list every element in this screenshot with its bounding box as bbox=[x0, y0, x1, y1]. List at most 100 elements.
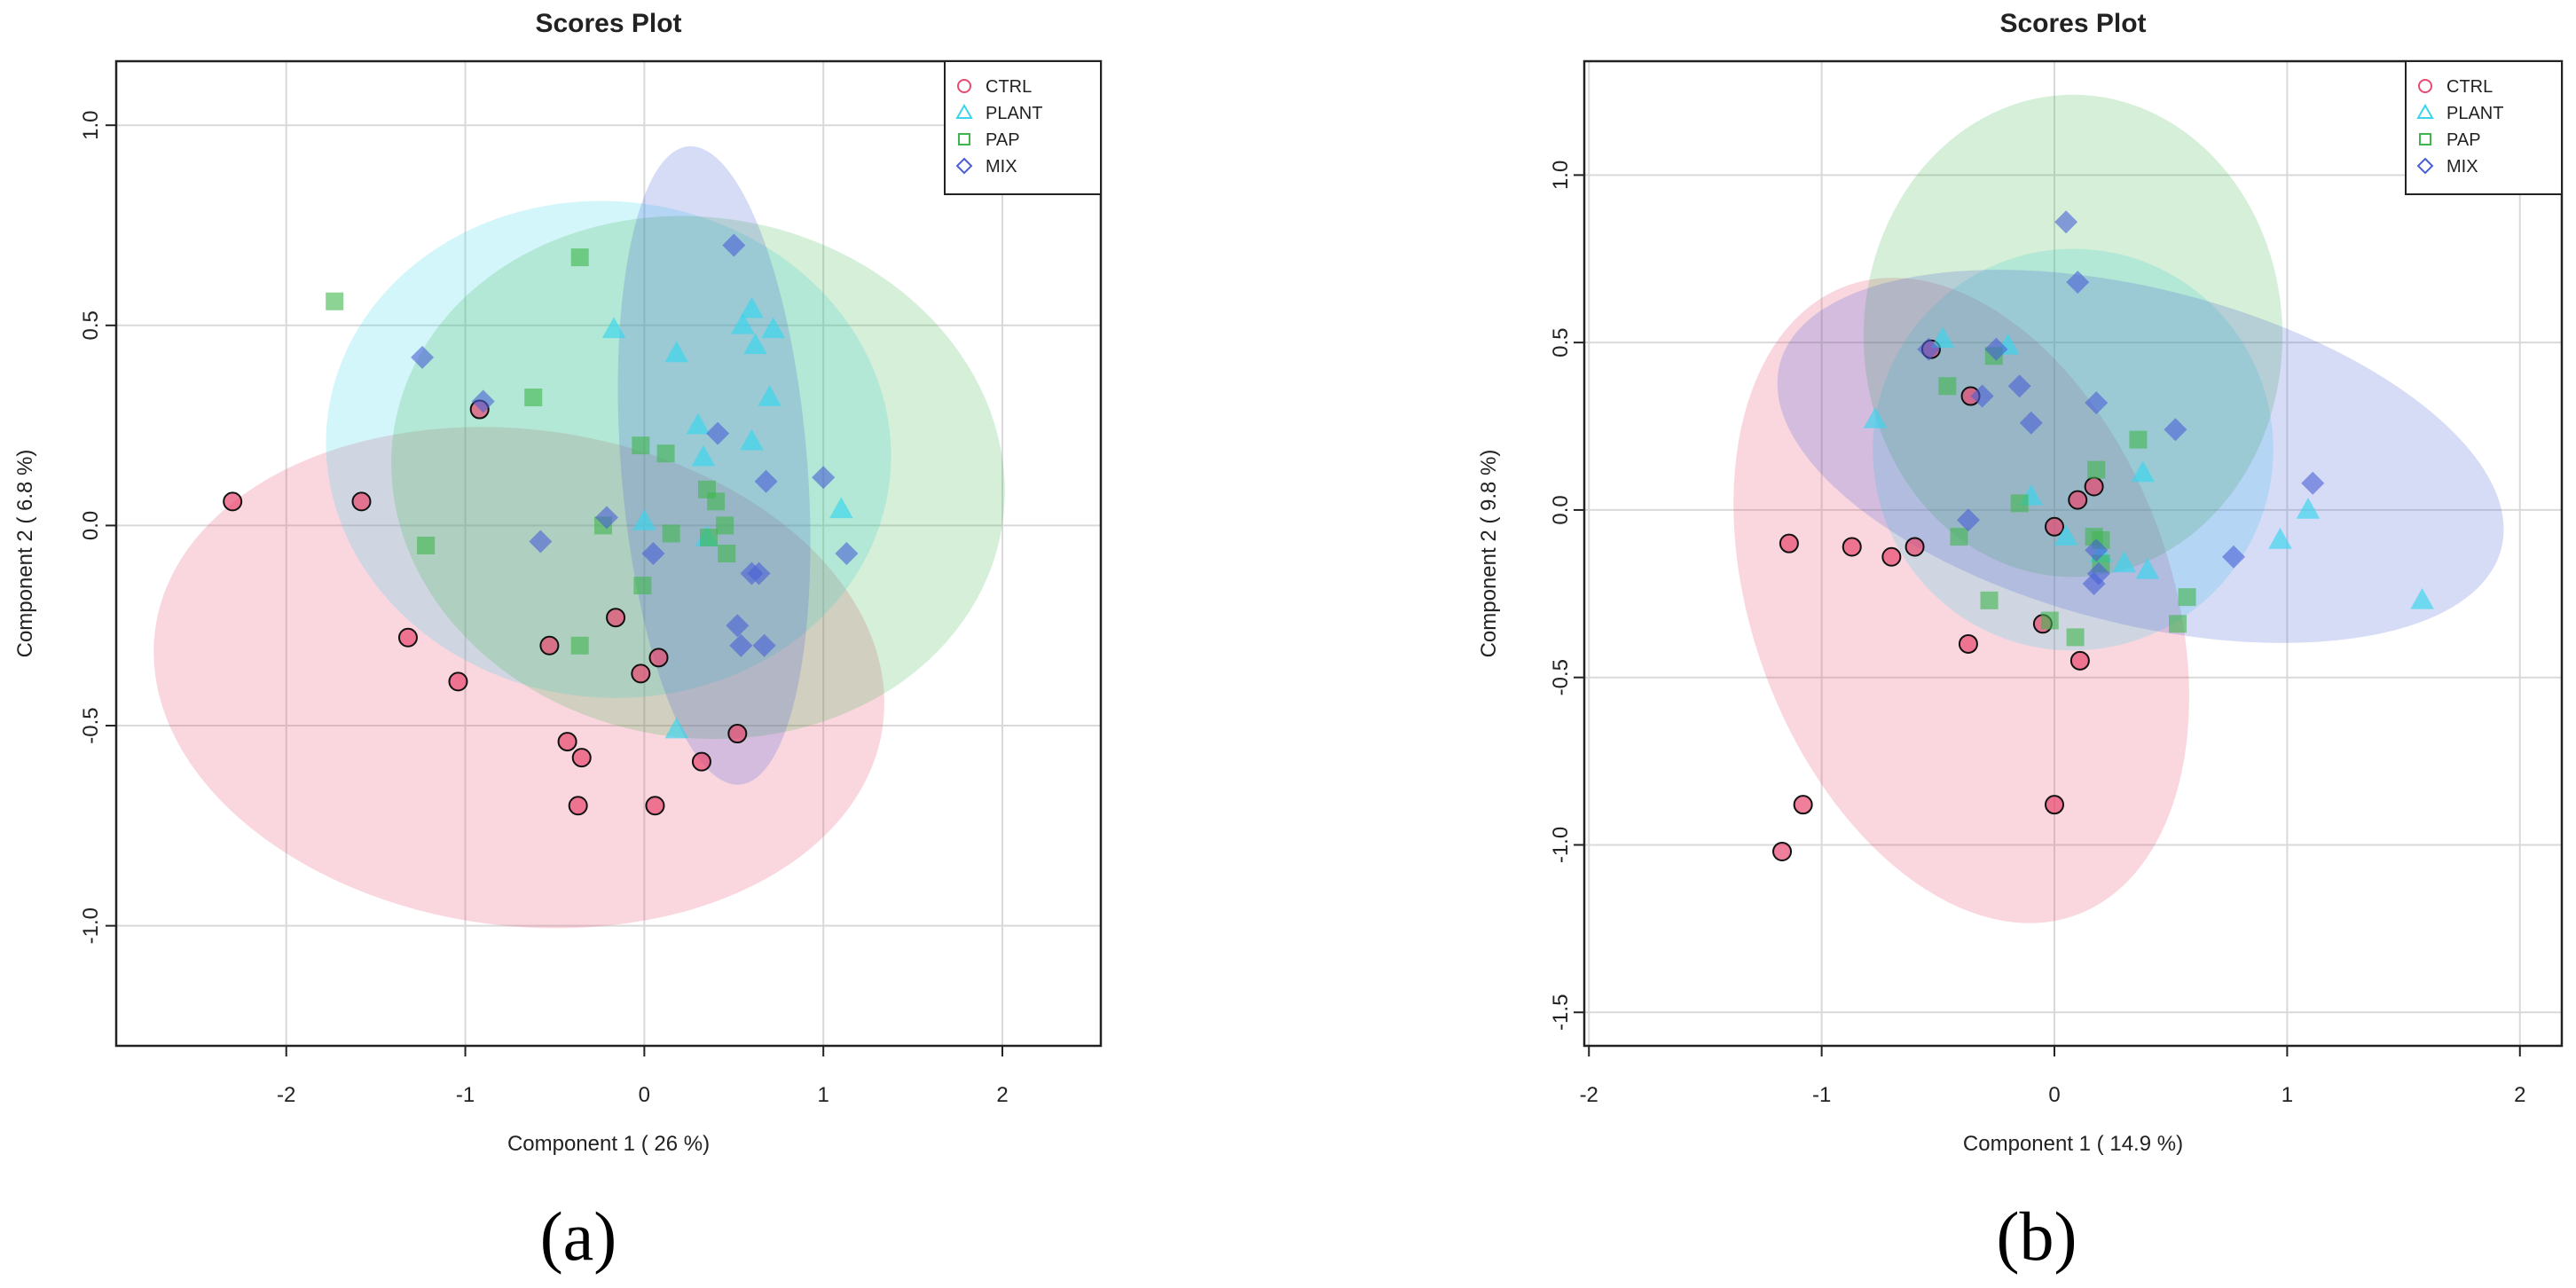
point-plant bbox=[1930, 326, 1955, 349]
point-ctrl bbox=[2045, 795, 2065, 815]
point-mix bbox=[1917, 337, 1941, 361]
panel-label-a: (a) bbox=[540, 1198, 617, 1275]
point-ctrl bbox=[1881, 546, 1902, 567]
point-ctrl bbox=[2068, 490, 2088, 510]
point-mix bbox=[726, 614, 750, 638]
point-pap bbox=[2169, 615, 2187, 633]
gridlines bbox=[116, 61, 1101, 1046]
point-ctrl bbox=[557, 732, 577, 752]
point-ctrl bbox=[223, 491, 243, 512]
x-tick-label: 2 bbox=[996, 1083, 1008, 1107]
point-mix bbox=[2082, 571, 2106, 595]
point-ctrl bbox=[727, 724, 748, 744]
legend-label-mix: MIX bbox=[2446, 157, 2478, 177]
y-tick-label: 1.0 bbox=[1549, 161, 1573, 190]
point-pap bbox=[1938, 377, 1957, 396]
gridlines bbox=[1584, 61, 2562, 1046]
point-mix bbox=[754, 469, 778, 493]
point-mix bbox=[835, 542, 859, 565]
ellipse-mix bbox=[1777, 270, 2504, 643]
legend-marker-plant bbox=[2416, 103, 2434, 119]
point-mix bbox=[752, 633, 776, 657]
point-pap bbox=[2010, 494, 2029, 513]
point-plant bbox=[2135, 557, 2160, 579]
point-pap bbox=[662, 524, 680, 543]
point-ctrl bbox=[631, 664, 651, 684]
point-ctrl bbox=[1958, 633, 1978, 654]
point-ctrl bbox=[397, 627, 418, 648]
x-tick-label: -1 bbox=[456, 1083, 475, 1107]
point-pap bbox=[2129, 430, 2148, 449]
y-tick-label: -1.0 bbox=[79, 907, 103, 944]
point-mix bbox=[1956, 508, 1980, 532]
point-mix bbox=[471, 389, 495, 413]
point-pap bbox=[632, 436, 650, 455]
y-tick-label: -1.5 bbox=[1549, 994, 1573, 1031]
panel-label-b: (b) bbox=[1997, 1198, 2077, 1275]
ellipse-pap bbox=[1863, 94, 2283, 577]
data-points bbox=[223, 233, 859, 816]
point-plant bbox=[2268, 527, 2292, 549]
point-plant bbox=[601, 317, 626, 339]
y-tick-label: 0.0 bbox=[79, 511, 103, 540]
legend-marker-ctrl bbox=[2418, 79, 2432, 93]
point-pap bbox=[716, 516, 734, 535]
legend-label-ctrl: CTRL bbox=[986, 77, 1032, 97]
point-plant bbox=[2131, 460, 2156, 483]
point-ctrl bbox=[1779, 533, 1799, 554]
point-pap bbox=[1980, 591, 1999, 609]
point-ctrl bbox=[571, 748, 592, 768]
point-ctrl bbox=[448, 671, 468, 692]
scores-plot-a: -2 -1 0 1 2 -1.0 -0.5 0.0 0.5 1.0 Scores Plot Compo… bbox=[13, 9, 1103, 1156]
point-ctrl bbox=[645, 796, 665, 816]
legend-marker-mix bbox=[2416, 157, 2434, 175]
point-pap bbox=[2040, 611, 2059, 630]
point-pap bbox=[707, 492, 726, 511]
point-plant bbox=[691, 444, 716, 467]
point-ctrl bbox=[568, 796, 588, 816]
plot-frame bbox=[1583, 59, 2564, 1048]
legend-label-plant: PLANT bbox=[2446, 104, 2503, 123]
x-axis-label: Component 1 ( 14.9 %) bbox=[1963, 1132, 2183, 1156]
point-ctrl bbox=[539, 635, 560, 656]
point-mix bbox=[2301, 471, 2325, 495]
point-mix bbox=[594, 506, 618, 530]
point-plant bbox=[731, 312, 755, 334]
point-ctrl bbox=[1842, 537, 1862, 557]
y-axis-label: Component 2 ( 6.8 %) bbox=[13, 450, 37, 658]
point-plant bbox=[740, 428, 764, 451]
point-ctrl bbox=[2069, 650, 2090, 671]
point-ctrl bbox=[2084, 476, 2104, 497]
point-pap bbox=[700, 528, 719, 546]
x-tick-label: -1 bbox=[1812, 1083, 1831, 1107]
point-ctrl bbox=[351, 491, 372, 512]
point-pap bbox=[570, 248, 589, 267]
point-pap bbox=[2178, 588, 2196, 607]
scores-plot-b: -2 -1 0 1 2 -1.5 -1.0 -0.5 0.0 0.5 1.0 Scores Plot C… bbox=[1477, 9, 2564, 1156]
point-plant bbox=[2054, 524, 2078, 546]
legend: CTRL PLANT PAP MIX bbox=[2405, 60, 2563, 195]
point-mix bbox=[747, 562, 771, 585]
point-mix bbox=[529, 530, 553, 554]
point-plant bbox=[2296, 497, 2321, 519]
y-tick-label: 0.5 bbox=[1549, 327, 1573, 357]
legend-label-pap: PAP bbox=[2446, 130, 2481, 150]
point-mix bbox=[2066, 271, 2090, 295]
point-pap bbox=[417, 536, 436, 554]
point-pap bbox=[524, 389, 543, 407]
chart-title: Scores Plot bbox=[1999, 9, 2146, 38]
legend-label-mix: MIX bbox=[986, 157, 1017, 177]
point-pap bbox=[326, 292, 344, 310]
point-ctrl bbox=[606, 608, 626, 628]
point-mix bbox=[411, 345, 435, 369]
x-tick-label: 1 bbox=[818, 1083, 829, 1107]
point-pap bbox=[570, 636, 589, 655]
point-pap bbox=[2087, 460, 2106, 479]
point-ctrl bbox=[1793, 795, 1813, 815]
confidence-ellipses bbox=[1733, 94, 2504, 923]
point-plant bbox=[761, 317, 785, 339]
point-mix bbox=[2085, 391, 2109, 415]
x-tick-label: 2 bbox=[2514, 1083, 2525, 1107]
point-plant bbox=[829, 497, 853, 519]
plot-frame bbox=[114, 59, 1103, 1048]
